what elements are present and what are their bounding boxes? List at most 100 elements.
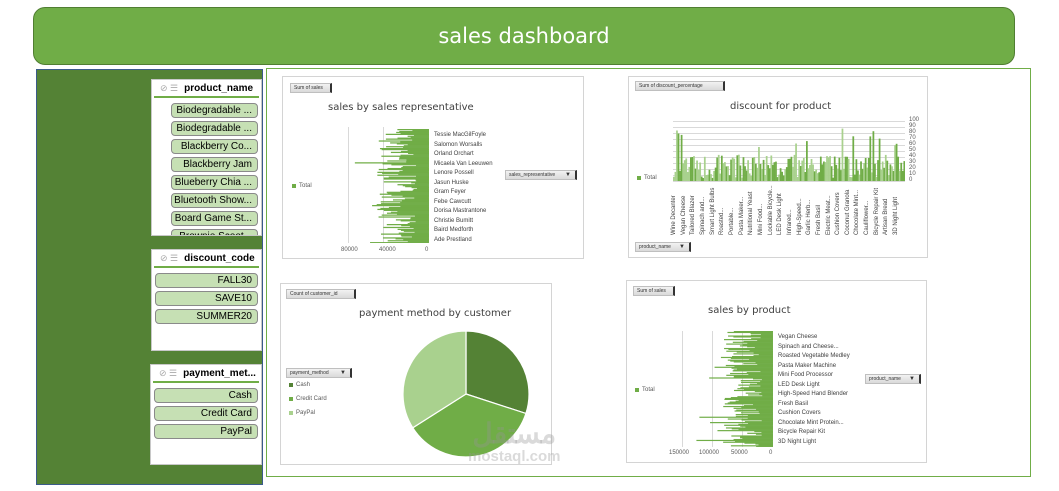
slicer-header: ⊘ ☰ product_name <box>154 80 259 98</box>
category-labels: Tessie MacGilFoyle Salomon Worsalls Orland… <box>434 131 493 245</box>
slicer-item[interactable]: Biodegradable ... <box>171 121 258 136</box>
category-label: Cushion Covers <box>778 410 821 416</box>
dropdown-arrow-icon: ▼ <box>340 370 346 376</box>
dropdown-arrow-icon: ▼ <box>679 244 685 250</box>
legend-swatch <box>292 184 296 188</box>
chart-title: payment method by customer <box>359 308 512 319</box>
category-label: Fresh Basil <box>778 400 809 407</box>
slicer-items: Cash Credit Card PayPal <box>151 383 261 439</box>
axis-field-label: product_name <box>639 244 671 250</box>
category-label: LED Desk Light <box>778 381 820 388</box>
category-label: Fresh Basil <box>815 204 822 235</box>
category-label: Spinach and... <box>699 196 706 235</box>
axis-field-dropdown[interactable]: sales_representative ▼ <box>505 170 577 180</box>
watermark-arabic: مستقل <box>472 418 557 449</box>
category-label: Roasted Vegetable Medley <box>778 353 850 359</box>
pie-slice-cash[interactable] <box>465 330 530 415</box>
slicer-payment-method: ⊘ ☰ payment_met... Cash Credit Card PayPal <box>150 364 262 465</box>
category-label: Mini Food Processor <box>778 372 834 378</box>
gridline <box>673 181 905 182</box>
clear-filter-icon[interactable]: ⊘ ☰ <box>160 252 179 263</box>
slicer-item[interactable]: Bluetooth Show... <box>171 193 258 208</box>
slicer-item[interactable]: SAVE10 <box>155 291 258 306</box>
axis-tick: 0 <box>425 247 429 253</box>
category-label: Garlic Herb... <box>806 199 813 235</box>
category-label: Micaela Van Leeuwen <box>434 160 493 167</box>
category-label: Nutritional Yeast <box>748 191 755 235</box>
chart-legend: Total <box>292 183 312 189</box>
slicer-discount-code: ⊘ ☰ discount_code FALL30 SAVE10 SUMMER20 <box>151 249 262 351</box>
dashboard-title: sales dashboard <box>438 24 610 48</box>
category-label: Smart Light Bulbs <box>709 187 716 235</box>
slicer-item[interactable]: Credit Card <box>154 406 258 421</box>
legend-item-paypal: PayPal <box>289 410 315 416</box>
watermark-latin: mostaql.com <box>468 448 561 465</box>
category-label: Cauliflower... <box>864 200 871 235</box>
axis-field-label: product_name <box>869 376 901 382</box>
bar-series <box>673 128 905 181</box>
chart-legend: Total <box>637 175 657 181</box>
slicer-item[interactable]: PayPal <box>154 424 258 439</box>
category-label: Febe Cawcutt <box>434 198 472 205</box>
axis-field-dropdown[interactable]: product_name ▼ <box>635 242 691 252</box>
slicer-item[interactable]: Board Game St... <box>171 211 258 226</box>
axis-tick: 90 <box>909 123 916 129</box>
axis-tick: 40000 <box>379 247 396 253</box>
value-field-button[interactable]: Sum of discount_percentage <box>635 81 725 91</box>
pie-chart <box>402 330 530 458</box>
axis-tick: 150000 <box>669 450 690 456</box>
category-label: Chocolate Mint... <box>854 189 861 235</box>
slicer-item[interactable]: Brownie Scoot... <box>171 229 258 235</box>
category-label: Baird Medforth <box>434 227 474 233</box>
axis-tick: 80 <box>909 129 916 135</box>
value-field-button[interactable]: Count of customer_id <box>286 289 356 299</box>
category-label: Lockable Bicycle... <box>767 185 774 235</box>
category-label: Tessie MacGilFoyle <box>434 132 487 138</box>
clear-filter-icon[interactable]: ⊘ ☰ <box>159 367 178 378</box>
axis-tick: 50 <box>909 147 916 153</box>
bar-series <box>354 129 429 243</box>
category-label: Christie Bumitt <box>434 217 474 224</box>
axis-field-label: sales_representative <box>509 172 556 178</box>
legend-item-cash: Cash <box>289 382 310 388</box>
chart-title: discount for product <box>730 101 832 112</box>
slicer-title: payment_met... <box>183 367 256 379</box>
category-label: 3D Night Light <box>778 438 817 445</box>
legend-swatch <box>289 411 293 415</box>
slicer-product-name: ⊘ ☰ product_name Biodegradable ... Biodeg… <box>151 79 262 236</box>
value-field-button[interactable]: Sum of sales <box>633 286 675 296</box>
dropdown-arrow-icon: ▼ <box>909 376 915 382</box>
slicer-item[interactable]: Cash <box>154 388 258 403</box>
slicer-item[interactable]: Blackberry Co... <box>171 139 258 154</box>
category-label: Wine Decanter <box>671 195 677 235</box>
slicer-header: ⊘ ☰ payment_met... <box>153 365 259 383</box>
category-label: Orland Orchart <box>434 151 474 157</box>
legend-label: Total <box>644 175 657 181</box>
category-label: Gram Feyer <box>434 189 467 195</box>
slicer-title: product_name <box>184 82 254 94</box>
slicer-item[interactable]: Biodegradable ... <box>171 103 258 118</box>
legend-label: Cash <box>296 382 311 388</box>
gridline <box>673 127 905 128</box>
legend-field-dropdown[interactable]: payment_method ▼ <box>286 368 352 378</box>
axis-tick: 70 <box>909 135 916 141</box>
slicer-item[interactable]: SUMMER20 <box>155 309 258 324</box>
clear-filter-icon[interactable]: ⊘ ☰ <box>160 82 179 93</box>
slicer-item[interactable]: FALL30 <box>155 273 258 288</box>
legend-label: Credit Card <box>296 396 327 402</box>
pie-slice-credit-card[interactable] <box>411 393 527 458</box>
slicer-item[interactable]: Blueberry Chia ... <box>171 175 258 190</box>
pie-slice-paypal[interactable] <box>402 330 467 429</box>
slicer-items: Biodegradable ... Biodegradable ... Blackb… <box>152 98 261 235</box>
category-label: Dorisa Mastrantone <box>434 208 487 214</box>
category-label: High-Speed... <box>796 198 803 235</box>
gridline <box>673 145 905 146</box>
axis-field-dropdown[interactable]: product_name ▼ <box>865 374 921 384</box>
axis-tick: 30 <box>909 159 916 165</box>
axis-tick: 0 <box>909 177 913 183</box>
dropdown-arrow-icon: ▼ <box>565 172 571 178</box>
slicer-item[interactable]: Blackberry Jam <box>171 157 258 172</box>
chart-sales-by-product: Sum of sales sales by product Total Vega… <box>626 280 927 463</box>
value-field-button[interactable]: Sum of sales <box>290 83 332 93</box>
axis-tick: 10 <box>909 171 916 177</box>
